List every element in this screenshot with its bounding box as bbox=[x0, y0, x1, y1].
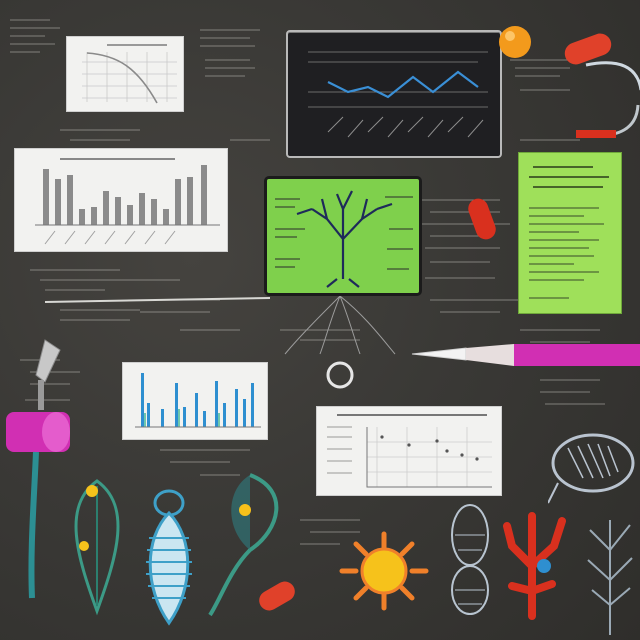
leaf-cell-icon bbox=[74, 479, 120, 616]
moth-icon bbox=[548, 433, 635, 504]
paper-blue-bar-chart bbox=[122, 362, 268, 440]
glassware-icon bbox=[576, 61, 640, 138]
paper-scatter-chart bbox=[316, 406, 502, 496]
green-tree-monitor bbox=[264, 176, 422, 296]
shell-icon bbox=[451, 504, 489, 615]
sun-cell-icon bbox=[339, 531, 429, 611]
scatter-chart-icon bbox=[327, 414, 492, 488]
leaf-cell-icon bbox=[208, 473, 279, 617]
paper-line-chart bbox=[66, 36, 184, 112]
paper-bar-chart bbox=[14, 148, 228, 252]
zigzag-chart-monitor bbox=[286, 30, 502, 158]
capsule-icon bbox=[259, 581, 295, 611]
trilobite-icon bbox=[146, 489, 192, 626]
line-chart-icon bbox=[82, 44, 177, 104]
bar-chart-icon bbox=[35, 158, 220, 245]
coral-icon bbox=[503, 512, 566, 620]
dangling-fibers bbox=[284, 296, 396, 355]
zigzag-line-chart-icon bbox=[308, 51, 488, 138]
pencil-icon bbox=[411, 344, 640, 366]
twig-icon bbox=[587, 520, 633, 635]
pipette-icon bbox=[6, 339, 70, 599]
document-icon bbox=[529, 166, 609, 299]
orange-ball-icon bbox=[499, 26, 531, 58]
capsule-icon bbox=[468, 198, 496, 240]
green-notes-card bbox=[518, 152, 622, 314]
capsule-icon bbox=[564, 33, 612, 65]
branching-tree-icon bbox=[275, 190, 413, 288]
bar-chart-icon bbox=[135, 373, 261, 428]
